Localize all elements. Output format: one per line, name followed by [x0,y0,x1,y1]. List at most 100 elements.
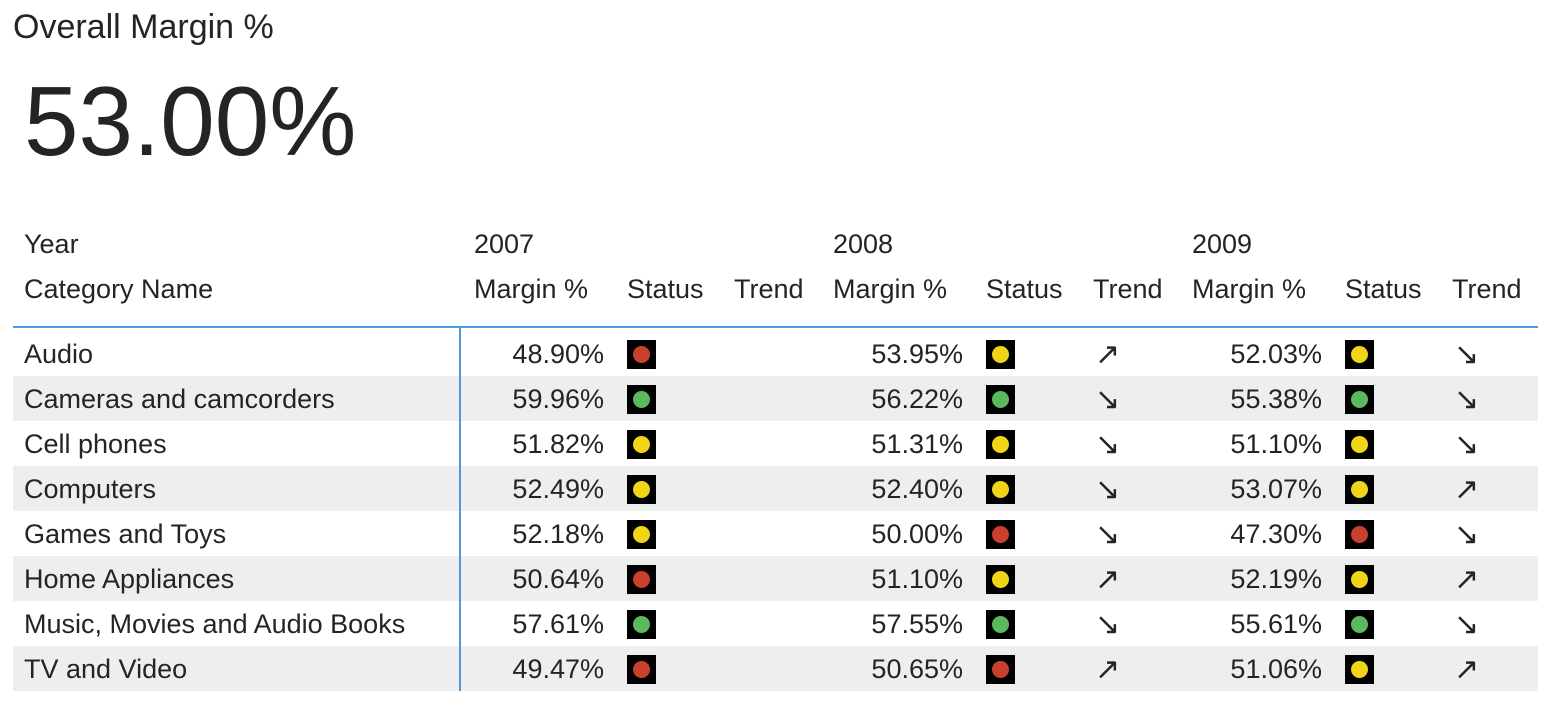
status-dot [992,525,1009,543]
category: Games and Toys [24,518,227,549]
row-band [13,376,1538,421]
header-label: Category Name [24,274,214,304]
category: Cameras and camcorders [24,383,335,414]
status-dot [1351,390,1368,408]
margin: 51.82% [512,428,604,459]
margin: 52.18% [512,518,604,549]
margin: 51.31% [871,428,963,459]
status-icon [1345,564,1374,594]
margin: 51.10% [871,563,963,594]
row-header-rule [459,326,461,691]
status-dot [1351,435,1368,453]
margin: 53.95% [871,338,963,369]
status-dot [992,435,1009,453]
status-dot [992,570,1009,588]
margin: 48.90% [512,338,604,369]
trend-arrow: ↗ [1095,562,1121,596]
year-header: 2007 [474,229,535,259]
status-icon [986,429,1015,459]
status-dot [1351,615,1368,633]
margin: 59.96% [512,383,604,414]
status-icon [986,339,1015,369]
margin: 50.65% [871,653,963,684]
trend-arrow: ↘ [1454,607,1480,641]
status-dot [633,390,650,408]
status-icon [1345,519,1374,549]
status-icon [627,384,656,414]
trend-arrow: ↘ [1454,337,1480,371]
trend-arrow: ↘ [1095,427,1121,461]
status-icon [627,339,656,369]
margin: 50.00% [871,518,963,549]
margin: 47.30% [1230,518,1322,549]
status-icon [1345,474,1374,504]
margin: 49.47% [512,653,604,684]
column-header: Trend [1452,274,1522,304]
row-band [13,556,1538,601]
card-title: Overall Margin % [13,8,274,46]
status-icon [627,474,656,504]
status-dot [1351,570,1368,588]
column-header: Margin % [833,274,948,304]
status-icon [627,519,656,549]
header-rule [13,326,1538,328]
status-dot [992,615,1009,633]
column-header: Status [1345,274,1422,304]
category: TV and Video [24,653,188,684]
status-dot [992,390,1009,408]
trend-arrow: ↘ [1095,517,1121,551]
status-icon [1345,609,1374,639]
status-dot [1351,345,1368,363]
category: Music, Movies and Audio Books [24,608,406,639]
status-dot [633,570,650,588]
status-icon [1345,429,1374,459]
column-header: Trend [734,274,804,304]
margin: 57.55% [871,608,963,639]
status-dot [633,660,650,678]
status-dot [633,480,650,498]
row-band [13,646,1538,691]
status-icon [1345,654,1374,684]
trend-arrow: ↘ [1095,472,1121,506]
margin: 51.06% [1230,653,1322,684]
margin: 52.40% [871,473,963,504]
trend-arrow: ↗ [1095,652,1121,686]
status-dot [992,345,1009,363]
margin: 55.61% [1230,608,1322,639]
status-icon [986,519,1015,549]
status-dot [992,660,1009,678]
status-icon [627,609,656,639]
status-icon [986,474,1015,504]
category: Audio [24,338,94,369]
column-header: Trend [1093,274,1163,304]
margin: 51.10% [1230,428,1322,459]
trend-arrow: ↘ [1454,382,1480,416]
status-dot [992,480,1009,498]
status-icon [986,384,1015,414]
status-dot [1351,660,1368,678]
margin: 53.07% [1230,473,1322,504]
margin: 52.49% [512,473,604,504]
status-dot [633,435,650,453]
status-dot [1351,525,1368,543]
trend-arrow: ↗ [1095,337,1121,371]
status-icon [627,654,656,684]
margin: 52.19% [1230,563,1322,594]
status-dot [633,345,650,363]
margin: 57.61% [512,608,604,639]
status-dot [1351,480,1368,498]
status-dot [633,615,650,633]
trend-arrow: ↘ [1095,382,1121,416]
margin: 50.64% [512,563,604,594]
header-label: Year [24,229,79,259]
year-header: 2009 [1192,229,1253,259]
card-value: 53.00% [24,66,357,176]
trend-arrow: ↘ [1454,427,1480,461]
status-icon [627,429,656,459]
trend-arrow: ↗ [1454,562,1480,596]
column-header: Margin % [474,274,589,304]
year-header: 2008 [833,229,894,259]
trend-arrow: ↘ [1095,607,1121,641]
column-header: Status [627,274,704,304]
